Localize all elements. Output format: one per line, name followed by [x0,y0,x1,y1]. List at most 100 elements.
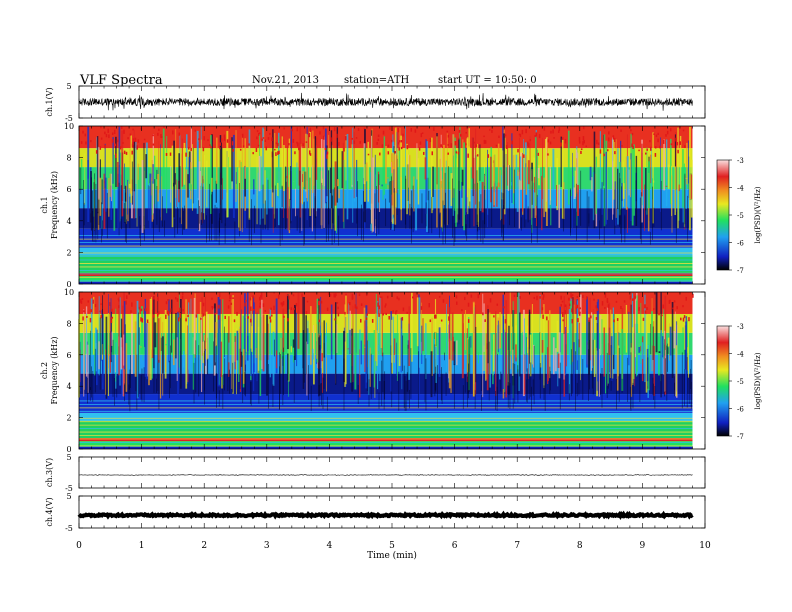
ch1-spectrogram-spot [223,136,226,141]
ch1-spectrogram-spot [498,135,500,138]
ch2-spectrogram-spot [244,302,246,307]
ch1-spectrogram-spot [117,139,119,143]
ch1-spectrogram-spot [537,152,540,156]
ch1-spectrogram-spot [400,146,403,150]
ch1-spectrogram-spot [489,128,491,131]
ch1-spectrogram-spot [613,137,616,142]
ch1-spectrogram-spot [277,142,279,147]
ch1-spectrogram-spot [410,128,413,132]
ch1-spectrogram-spot [278,150,280,155]
ch2-spectrogram-spot [182,309,184,312]
ch2-spectrogram-spot [385,303,387,306]
ch2-spectrogram-spot [169,308,172,313]
ch2-spectrogram-spot [571,294,574,297]
ch1-spectrogram-spot [99,146,102,150]
ch2-spectrogram-spot [156,312,159,317]
ch1-spectrogram-spot [543,127,546,131]
ch1-spectrogram-spot [277,151,279,155]
ch2-spectrogram-spot [271,314,273,317]
ch1-spectrogram-spot [172,130,174,135]
ch2-spectrogram-spot [287,318,289,322]
ch1-spectrogram-spot [343,147,345,152]
ch2-spectrogram-spot [682,305,684,308]
ch1-spectrogram-spot [397,142,400,145]
ch1-spectrogram-spot [387,151,390,155]
ch2-spectrogram-spot [467,319,470,323]
ch1-spectrogram-spot [534,135,536,137]
ch2-spectrogram-spot [288,295,290,300]
ch2-spectrogram-spot [111,316,114,319]
ch3-waveform-trace [78,474,693,476]
ch2-spectrogram-spot [513,294,516,298]
ch1-spectrogram-spot [483,139,486,144]
ch2-spectrogram-spot [560,295,562,300]
ch2-spectrogram-spot [273,292,275,294]
ch3-waveform-ytick-label: 5 [66,453,71,462]
ch1-spectrogram-spot [85,141,87,145]
ch2-spectrogram-spot [87,300,90,303]
ch2-spectrogram-spot [366,313,368,316]
ch1-spectrogram-spot [458,137,460,140]
ch2-spectrogram-band [79,446,693,449]
ch1-spectrogram-spot [381,144,384,148]
ch1-spectrogram-spot [209,144,211,147]
ch1-spectrogram-spot [309,153,312,156]
ch2-spectrogram-spot [442,299,445,303]
ch1-spectrogram-spot [231,141,234,146]
ch2-spectrogram-spot [99,310,101,313]
ch2-spectrogram-spot [228,299,231,302]
x-tick-label: 3 [264,541,270,551]
ch2-spectrogram-spot [562,319,564,322]
ch2-spectrogram-spot [125,295,128,300]
ch2-spectrogram-ytick-label: 2 [66,414,71,423]
ch2-spectrogram-ylabel: Frequency (kHz) [50,336,59,404]
ch1-spectrogram-spot [518,133,521,136]
ch2-spectrogram-spot [269,319,272,323]
ch2-spectrogram-spot [335,293,337,297]
ch2-spectrogram-spot [680,317,682,321]
ch1-spectrogram-spot [547,153,549,156]
ch2-spectrogram-spot [542,297,544,300]
ch2-spectrogram-spot [620,305,622,309]
ch1-spectrogram-spot [677,149,679,154]
ch1-spectrogram-spot [122,142,124,144]
ch2-colorbar-label: log(PSD)(V²/Hz) [754,352,762,409]
station-label: station=ATH [344,75,410,86]
ch2-spectrogram-spot [211,306,214,310]
ch1-spectrogram-spot [422,151,425,155]
ch1-spectrogram-spot [113,129,116,135]
ch1-spectrogram-spot [120,126,123,130]
ch2-spectrogram-band [79,412,693,421]
ch2-colorbar-tick-label: -6 [737,406,744,414]
ch2-spectrogram-spot [616,318,619,321]
ch1-spectrogram-spot [143,138,146,141]
ch1-spectrogram-spot [296,127,299,132]
ch1-spectrogram-spot [557,130,560,133]
ch1-spectrogram-spot [115,153,117,158]
ch2-spectrogram-spot [182,292,184,296]
ch2-spectrogram-spot [229,294,231,299]
ch1-spectrogram-spot [504,134,507,137]
ch1-spectrogram-spot [111,139,114,143]
ch2-spectrogram-spot [252,308,255,311]
ch2-spectrogram-spot [358,293,361,297]
ch2-colorbar-tick-label: -7 [737,433,744,441]
ch1-spectrogram-spot [398,147,400,151]
ch2-spectrogram-spot [92,299,94,304]
ch2-spectrogram-spot [561,300,564,303]
ch1-spectrogram-spot [394,151,396,154]
ch1-spectrogram-spot [599,149,602,154]
ch1-spectrogram-spot [523,154,525,158]
ch2-spectrogram-spot [153,295,155,300]
ch2-spectrogram-spot [676,306,678,310]
ch2-spectrogram-spot [224,315,226,319]
ch1-spectrogram-spot [152,143,155,146]
ch1-spectrogram-spot [608,131,610,135]
ch1-spectrogram-spot [114,143,117,147]
ch1-spectrogram-spot [457,151,460,155]
ch2-spectrogram-spot [455,295,458,299]
ch1-spectrogram-spot [157,132,159,136]
ch1-spectrogram-spot [558,126,561,131]
ch2-spectrogram-spot [277,294,280,300]
ch1-spectrogram-spot [127,137,129,140]
